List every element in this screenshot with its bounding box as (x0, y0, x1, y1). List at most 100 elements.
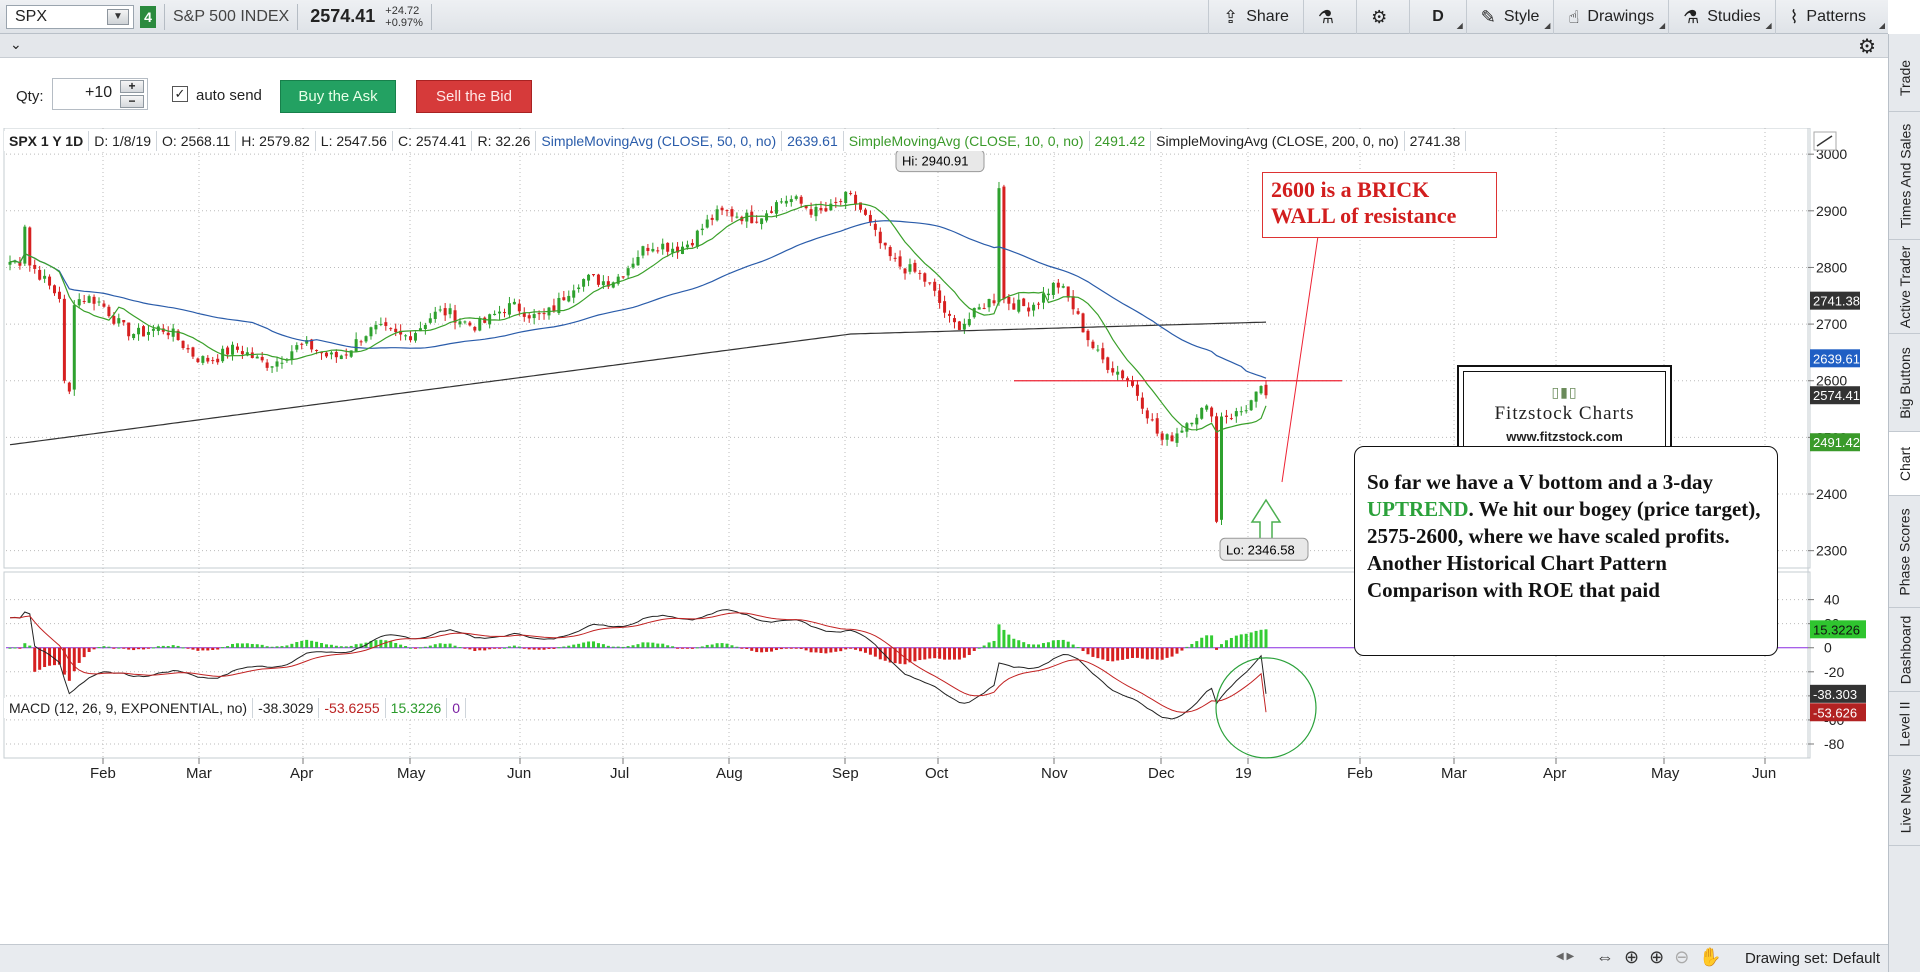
scroll-arrows[interactable]: ◀ ▶ (1556, 951, 1575, 962)
macd-histogram-bar (948, 647, 952, 660)
drawings-button[interactable]: ☝ Drawings ◢ (1553, 0, 1668, 34)
side-tab-dashboard[interactable]: Dashboard (1889, 608, 1920, 692)
macd-label[interactable]: MACD (12, 26, 9, EXPONENTIAL, no) (4, 698, 254, 718)
macd-histogram-bar (1200, 637, 1204, 648)
macd-histogram-bar (1254, 630, 1258, 648)
plus-icon[interactable]: + (120, 80, 144, 93)
macd-histogram-bar (656, 643, 660, 648)
side-tab-live-news[interactable]: Live News (1889, 756, 1920, 846)
v-bottom-note[interactable]: So far we have a V bottom and a 3-day UP… (1354, 446, 1778, 656)
flask-button[interactable]: ⚗ (1302, 0, 1356, 34)
candle-body (142, 326, 146, 337)
macd-histogram-bar (1076, 647, 1080, 649)
sma10-label[interactable]: SimpleMovingAvg (CLOSE, 10, 0, no) (843, 131, 1090, 151)
candle-body (1081, 313, 1085, 333)
chart-options-bar: ⌄ ⚙ (0, 34, 1888, 58)
auto-send-checkbox[interactable]: ✓ (172, 86, 188, 102)
minus-icon[interactable]: − (120, 95, 144, 108)
macd-histogram-bar (834, 647, 838, 652)
drawing-set-selector[interactable]: Drawing set: Default (1744, 950, 1880, 967)
macd-histogram-bar (512, 645, 516, 648)
zoom-out-icon[interactable]: ⊖ (1674, 947, 1690, 967)
sma50-label[interactable]: SimpleMovingAvg (CLOSE, 50, 0, no) (536, 131, 783, 151)
buy-the-ask-button[interactable]: Buy the Ask (280, 80, 396, 113)
price-badge-label: 2491.42 (1813, 435, 1860, 450)
settings-button[interactable]: ⚙ (1356, 0, 1409, 34)
candle-body (572, 290, 576, 298)
macd-histogram-bar (1140, 647, 1144, 659)
candle-body (601, 281, 605, 286)
patterns-button[interactable]: ⌇ Patterns ◢ (1774, 0, 1888, 34)
macd-histogram-bar (601, 644, 605, 648)
expand-icon[interactable]: ⇔ (1596, 947, 1614, 967)
candle-body (1121, 370, 1125, 379)
candle-body (577, 287, 581, 290)
macd-histogram-bar (908, 647, 912, 663)
crosshair-icon[interactable]: ⊕ (1624, 947, 1640, 967)
macd-histogram-bar (1239, 634, 1243, 648)
share-button[interactable]: ⇪ Share (1208, 0, 1303, 34)
macd-histogram-bar (868, 647, 872, 655)
macd-histogram-bar (206, 647, 210, 651)
side-tab-big-buttons[interactable]: Big Buttons (1889, 334, 1920, 432)
macd-histogram-bar (260, 644, 264, 648)
candle-body (878, 231, 882, 244)
macd-histogram-bar (1185, 646, 1189, 648)
macd-histogram-bar (779, 647, 783, 650)
chevron-down-icon[interactable]: ▼ (107, 8, 129, 25)
candle-body (1185, 423, 1189, 432)
macd-histogram-bar (705, 644, 709, 648)
side-tab-active-trader[interactable]: Active Trader (1889, 240, 1920, 334)
candle-body (33, 264, 37, 269)
style-button[interactable]: ✎ Style ◢ (1465, 0, 1554, 34)
aggregation-button[interactable]: D ◢ (1409, 0, 1466, 34)
candle-body (176, 330, 180, 341)
macd-histogram-bar (1037, 644, 1041, 648)
sma200-label[interactable]: SimpleMovingAvg (CLOSE, 200, 0, no) (1151, 131, 1405, 151)
candle-body (166, 332, 170, 336)
candle-body (641, 246, 645, 256)
side-tab-trade[interactable]: Trade (1889, 44, 1920, 112)
macd-histogram-bar (127, 647, 131, 650)
candle-body (265, 362, 269, 368)
side-tab-chart[interactable]: Chart (1889, 432, 1920, 496)
symbol-selector[interactable]: SPX ▼ (6, 4, 134, 29)
symbol-input[interactable]: SPX (15, 7, 48, 25)
macd-histogram-bar (997, 624, 1001, 648)
link-group-badge[interactable]: 4 (140, 5, 156, 28)
macd-histogram-bar (626, 646, 630, 648)
resistance-note[interactable]: 2600 is a BRICK WALL of resistance (1262, 172, 1497, 238)
chevron-down-icon[interactable]: ⌄ (10, 36, 22, 52)
candle-body (453, 310, 457, 323)
side-tab-times-and-sales[interactable]: Times And Sales (1889, 112, 1920, 240)
macd-histogram-bar (1215, 647, 1219, 650)
candle-body (369, 327, 373, 337)
candle-body (1061, 286, 1065, 288)
qty-stepper[interactable]: + − (120, 80, 144, 108)
x-tick-label: Feb (90, 765, 116, 782)
macd-histogram-bar (359, 643, 363, 648)
studies-button[interactable]: ⚗ Studies ◢ (1668, 0, 1775, 34)
candle-body (962, 323, 966, 330)
pan-hand-icon[interactable]: ✋ (1699, 947, 1722, 967)
candle-body (404, 335, 408, 337)
gear-icon[interactable]: ⚙ (1858, 36, 1876, 58)
candle-body (399, 330, 403, 335)
candle-body (255, 356, 259, 359)
x-tick-label: Oct (925, 765, 949, 782)
candle-body (389, 328, 393, 330)
macd-histogram-bar (700, 646, 704, 648)
zoom-in-icon[interactable]: ⊕ (1649, 947, 1665, 967)
sell-the-bid-button[interactable]: Sell the Bid (416, 80, 532, 113)
macd-histogram-bar (8, 647, 12, 649)
side-tab-level-ii[interactable]: Level II (1889, 692, 1920, 756)
macd-histogram-bar (1264, 629, 1268, 648)
macd-histogram-bar (374, 640, 378, 648)
macd-histogram-bar (201, 647, 205, 651)
macd-histogram-bar (196, 647, 200, 651)
macd-histogram-bar (784, 647, 788, 649)
candle-body (997, 188, 1001, 303)
macd-histogram-bar (97, 647, 101, 649)
macd-histogram-bar (107, 646, 111, 648)
side-tab-phase-scores[interactable]: Phase Scores (1889, 496, 1920, 608)
